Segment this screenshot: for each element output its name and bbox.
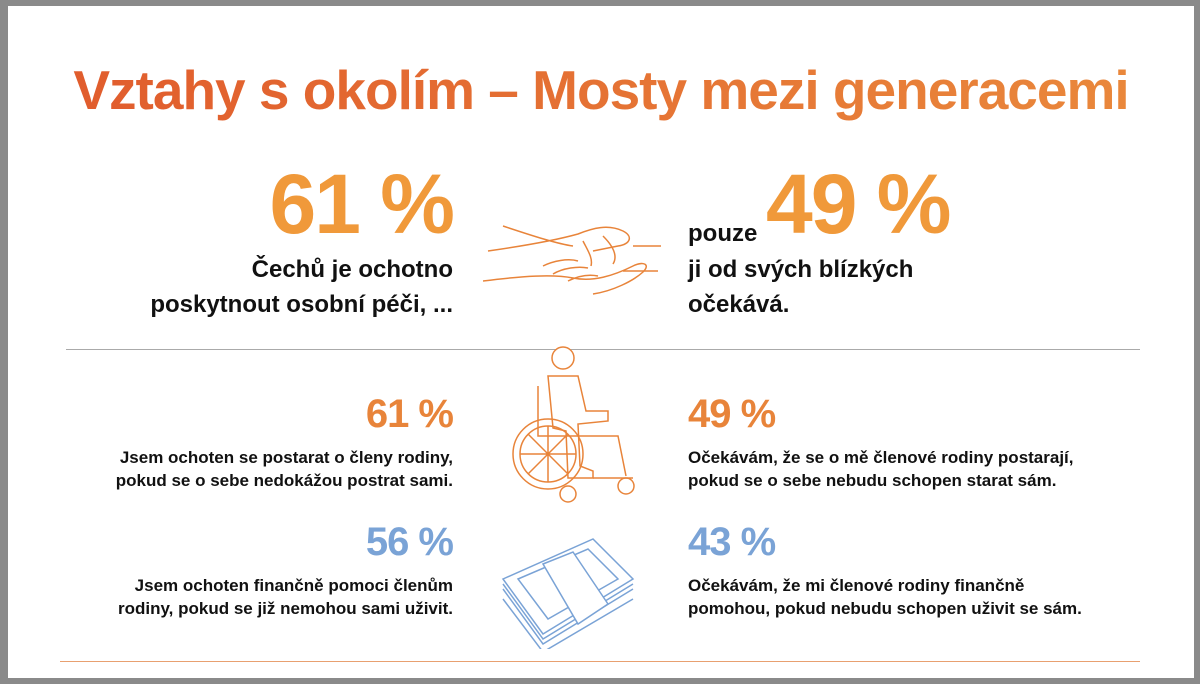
- headline-left-text: Čechů je ochotno poskytnout osobní péči,…: [88, 252, 453, 322]
- headline-right-line1: ji od svých blízkých: [688, 256, 914, 283]
- headline-left-line1: Čechů je ochotno: [251, 256, 453, 283]
- stat-line: pomohou, pokud nebudu schopen uživit se …: [688, 599, 1082, 618]
- headline-right-value: 49 %: [766, 157, 951, 251]
- wheelchair-person-icon: [512, 346, 635, 503]
- headline-right-line2: očekává.: [688, 291, 790, 318]
- stat-text: Očekávám, že se o mě členové rodiny post…: [688, 446, 1074, 492]
- headline-right-prefix: pouze: [688, 220, 758, 247]
- stat-text: Očekávám, že mi členové rodiny finančně …: [688, 574, 1082, 620]
- divider: [66, 349, 1140, 350]
- stat-value: 61 %: [365, 392, 454, 436]
- headline-left-value: 61 %: [269, 157, 455, 251]
- holding-hands-icon: [483, 225, 661, 295]
- stat-line: pokud se o sebe nedokážou postrat sami.: [115, 471, 453, 490]
- stat-line: Očekávám, že mi členové rodiny finančně: [688, 576, 1025, 595]
- bottom-divider: [60, 661, 1140, 662]
- stat-text: Jsem ochoten se postarat o členy rodiny,…: [53, 446, 453, 492]
- stat-line: rodiny, pokud se již nemohou sami uživit…: [117, 599, 453, 618]
- stat-line: pokud se o sebe nebudu schopen starat sá…: [688, 471, 1057, 490]
- stat-value: 56 %: [365, 520, 454, 564]
- headline-left-line2: poskytnout osobní péči, ...: [150, 291, 453, 318]
- stat-text: Jsem ochoten finančně pomoci členům rodi…: [53, 574, 453, 620]
- stat-line: Jsem ochoten se postarat o členy rodiny,: [119, 448, 453, 467]
- money-stack-icon: [501, 538, 635, 649]
- stat-value: 43 %: [688, 520, 776, 564]
- infographic-slide: Vztahy s okolím – Mosty mezi generacemi …: [8, 6, 1194, 678]
- headline-right-text: ji od svých blízkých očekává.: [688, 252, 913, 322]
- page-title: Vztahy s okolím – Mosty mezi generacemi: [8, 58, 1194, 122]
- stat-value: 49 %: [688, 392, 776, 436]
- stat-line: Jsem ochoten finančně pomoci členům: [134, 576, 453, 595]
- stat-line: Očekávám, že se o mě členové rodiny post…: [688, 448, 1074, 467]
